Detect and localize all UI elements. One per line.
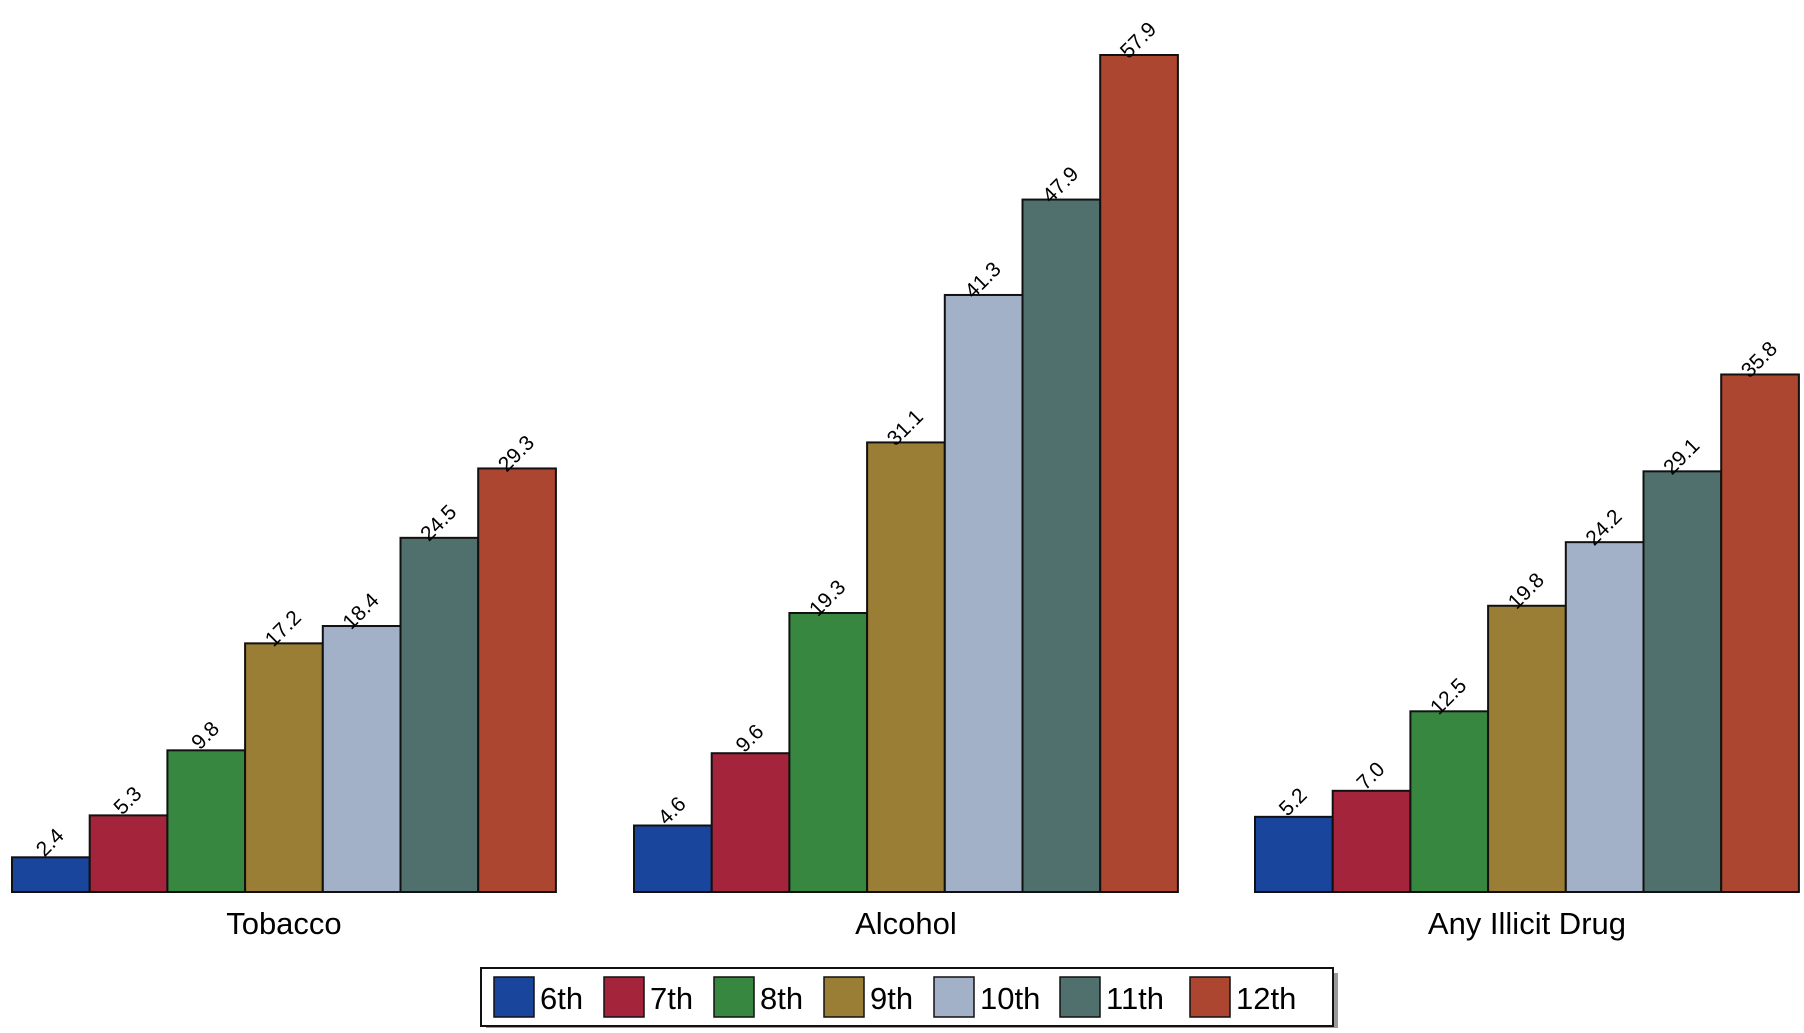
legend-label-6th: 6th	[540, 981, 583, 1016]
bar-alcohol-9th	[866, 441, 946, 893]
legend: 6th 7th 8th 9th 10th 11th 12th	[480, 967, 1338, 1031]
bar-tobacco-11th	[399, 536, 480, 894]
bar-tobacco-7th	[88, 814, 169, 893]
bar-any-illicit-drug-8th	[1409, 710, 1490, 894]
bar-tobacco-8th	[166, 749, 247, 893]
legend-swatch-7th	[603, 976, 645, 1018]
bar-alcohol-12th	[1099, 54, 1179, 893]
bar-alcohol-6th	[633, 824, 713, 893]
legend-swatch-11th	[1059, 976, 1101, 1018]
legend-label-9th: 9th	[870, 981, 913, 1016]
value-label: 9.8	[187, 717, 224, 754]
category-label: Any Illicit Drug	[1428, 906, 1626, 941]
legend-swatch-10th	[933, 976, 975, 1018]
legend-label-10th: 10th	[980, 981, 1040, 1016]
category-labels-layer: Tobacco Alcohol Any Illicit Drug	[226, 906, 1626, 941]
legend-label-12th: 12th	[1236, 981, 1296, 1016]
value-label: 7.0	[1352, 758, 1389, 795]
bar-any-illicit-drug-7th	[1331, 789, 1412, 893]
bar-tobacco-10th	[321, 625, 402, 893]
bars-layer	[11, 54, 1800, 894]
bar-any-illicit-drug-6th	[1254, 815, 1334, 894]
legend-swatch-8th	[713, 976, 755, 1018]
bar-any-illicit-drug-9th	[1487, 604, 1567, 893]
legend-swatch-12th	[1189, 976, 1231, 1018]
bar-tobacco-9th	[244, 642, 324, 893]
value-label: 4.6	[654, 792, 691, 829]
legend-swatch-9th	[823, 976, 865, 1018]
legend-swatch-6th	[493, 976, 535, 1018]
value-label: 5.2	[1275, 784, 1312, 821]
value-label: 9.6	[731, 720, 768, 757]
bar-any-illicit-drug-10th	[1564, 541, 1645, 894]
bar-alcohol-10th	[943, 293, 1024, 893]
legend-label-11th: 11th	[1106, 981, 1164, 1016]
bar-alcohol-7th	[710, 752, 791, 893]
legend-label-8th: 8th	[760, 981, 803, 1016]
legend-label-7th: 7th	[650, 981, 693, 1016]
category-label: Tobacco	[226, 906, 341, 941]
category-label: Alcohol	[855, 906, 957, 941]
bar-any-illicit-drug-12th	[1720, 373, 1800, 893]
bar-tobacco-12th	[477, 467, 557, 893]
bar-alcohol-8th	[788, 612, 869, 893]
value-label: 2.4	[32, 824, 69, 861]
bar-any-illicit-drug-11th	[1642, 470, 1723, 893]
value-label: 5.3	[109, 782, 146, 819]
bar-tobacco-6th	[11, 856, 91, 894]
bar-alcohol-11th	[1021, 198, 1102, 894]
